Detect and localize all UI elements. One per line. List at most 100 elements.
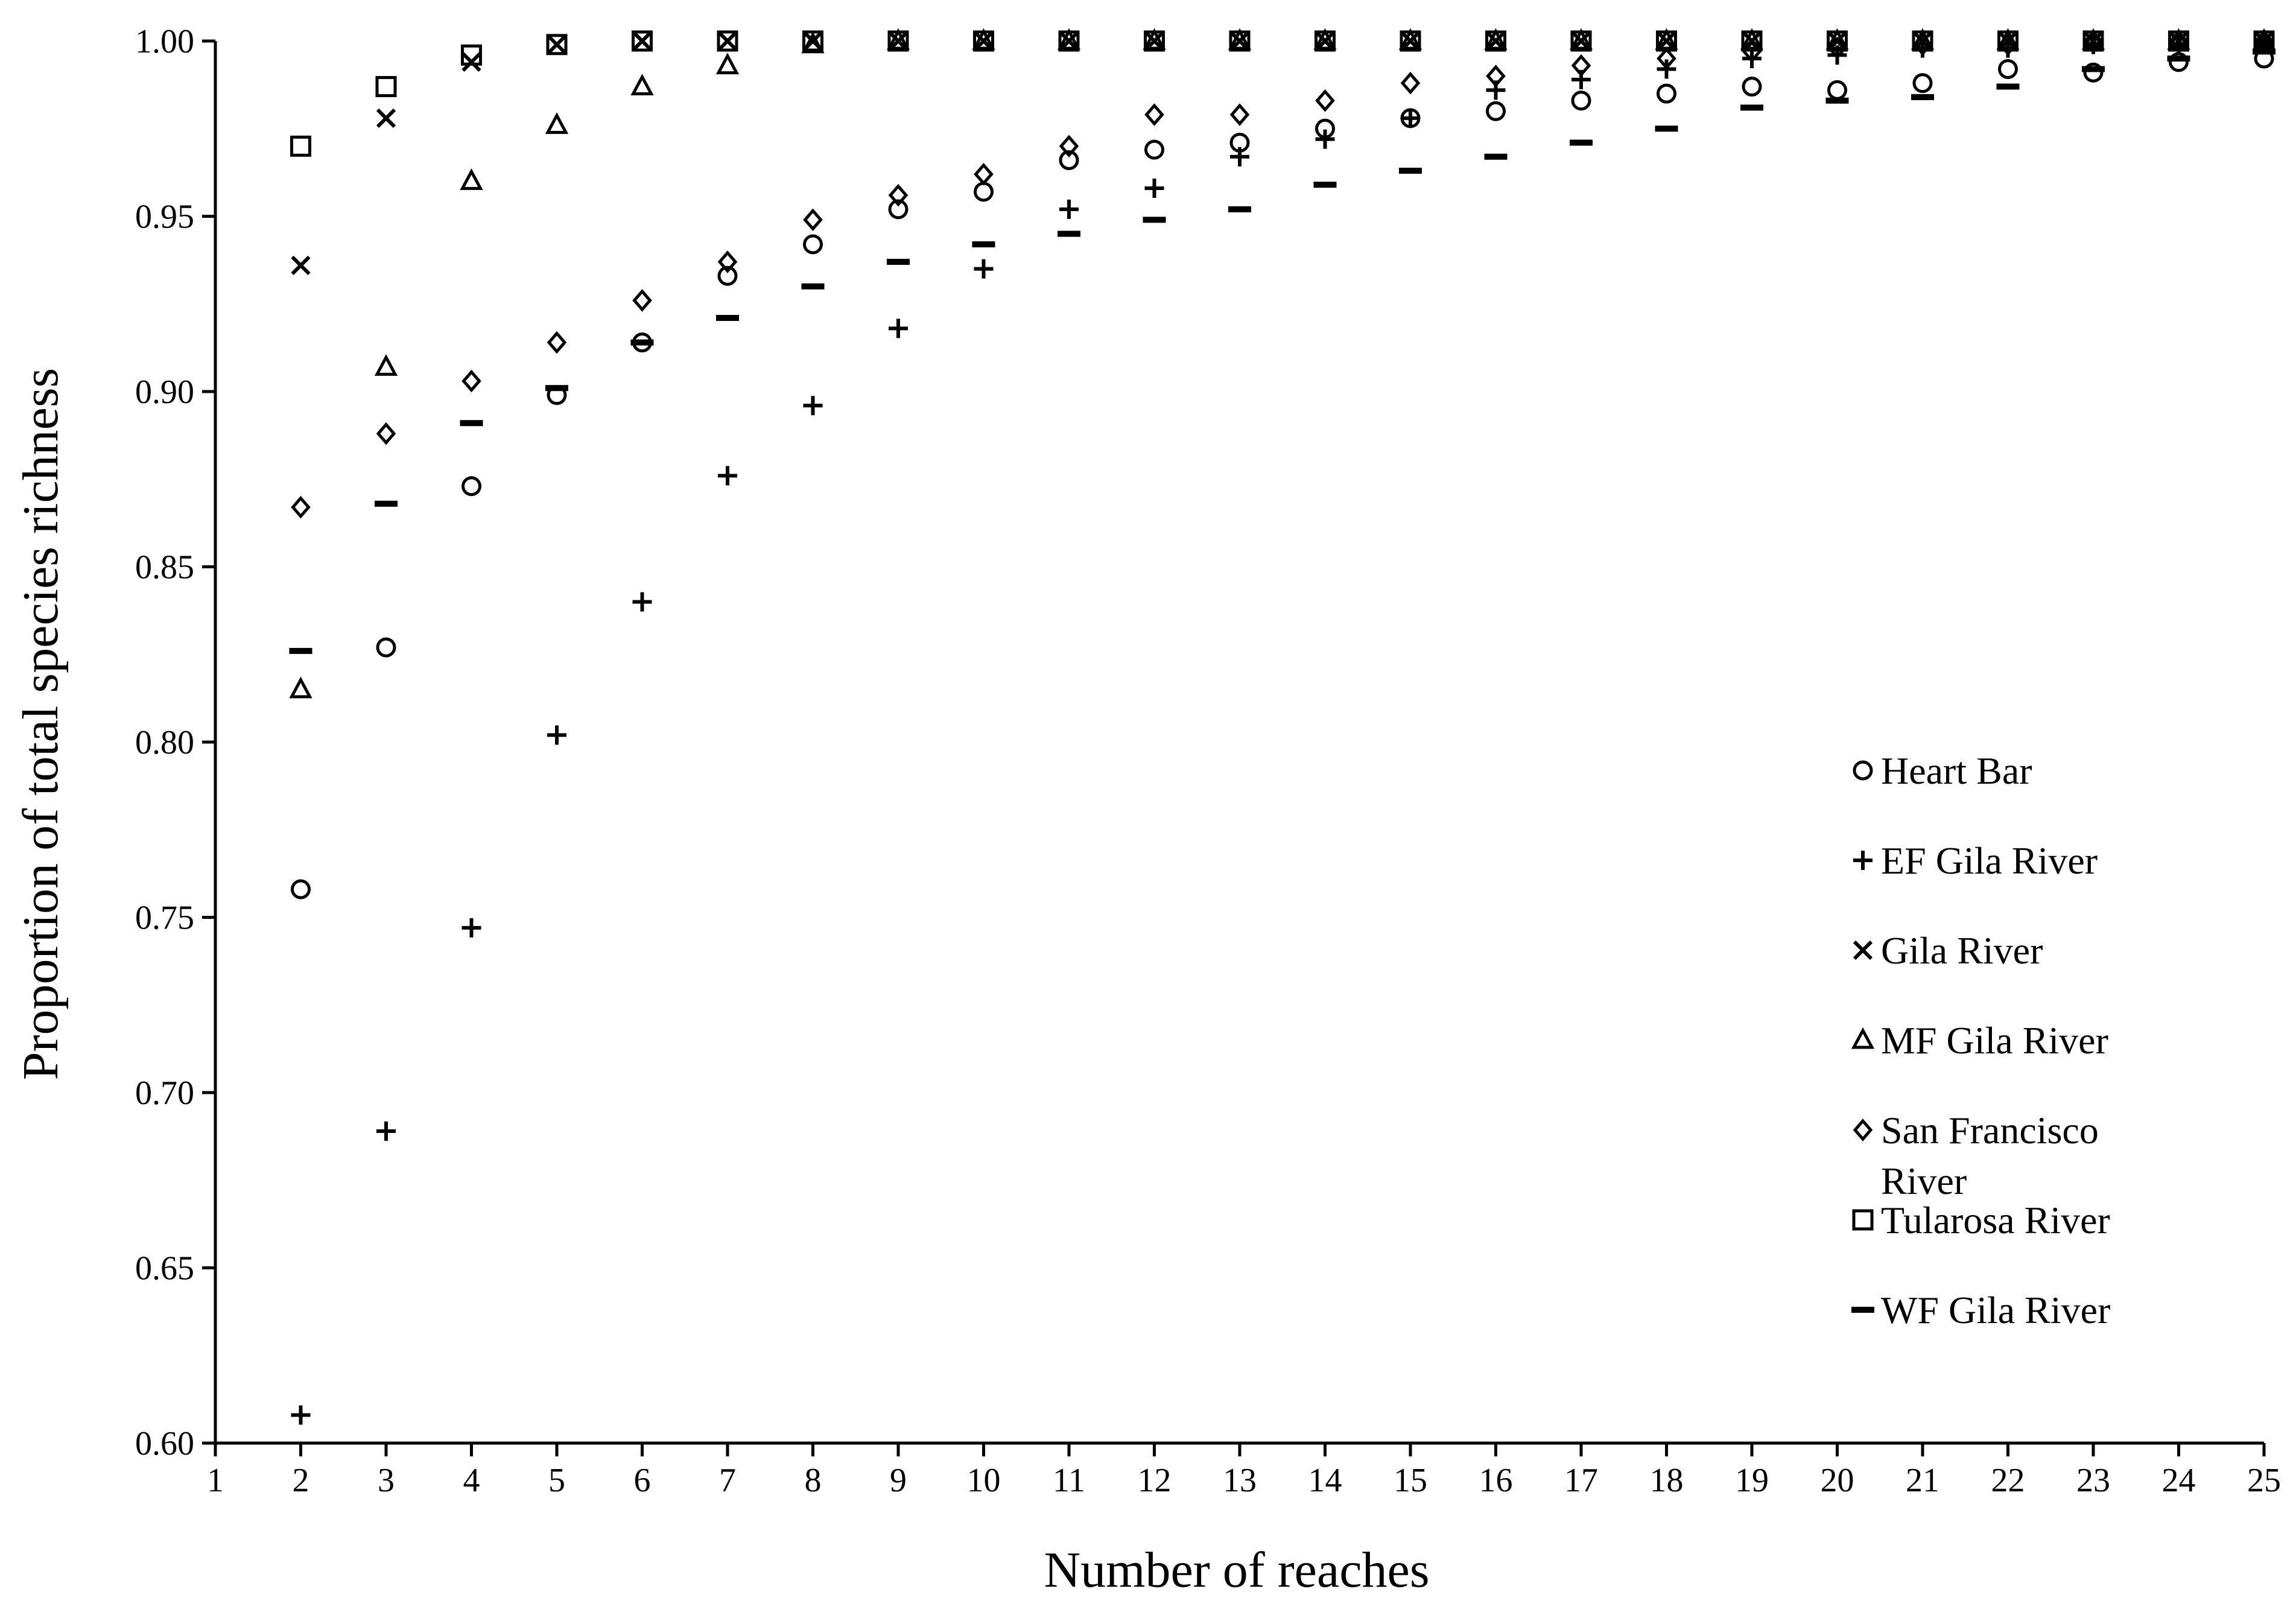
x-tick-label: 23 bbox=[2076, 1462, 2110, 1499]
data-point-circle bbox=[376, 637, 396, 658]
data-point-x bbox=[632, 31, 652, 51]
data-point-dash bbox=[1655, 125, 1678, 132]
legend-marker-dash bbox=[1851, 1307, 1874, 1313]
data-point-x bbox=[1229, 31, 1250, 51]
series-tularosa-river bbox=[290, 30, 2275, 157]
data-point-x bbox=[2169, 31, 2189, 51]
legend-marker-circle bbox=[1853, 760, 1873, 781]
data-point-square bbox=[546, 34, 568, 56]
data-point-triangle bbox=[289, 676, 312, 699]
data-point-circle bbox=[1657, 83, 1676, 104]
data-point-triangle bbox=[886, 28, 910, 50]
series-gila-river bbox=[291, 31, 2274, 275]
x-tick-label: 10 bbox=[967, 1462, 1001, 1499]
data-point-square bbox=[2168, 30, 2189, 52]
x-tick-label: 20 bbox=[1821, 1462, 1854, 1499]
x-tick-label: 4 bbox=[463, 1462, 480, 1499]
data-point-dash bbox=[1058, 230, 1080, 237]
data-point-x bbox=[291, 255, 311, 275]
data-point-square bbox=[1912, 30, 1933, 52]
data-point-square bbox=[1656, 30, 1677, 52]
x-axis-title: Number of reaches bbox=[1044, 1542, 1429, 1598]
legend-item: EF Gila River bbox=[1853, 839, 2098, 882]
data-point-plus bbox=[1401, 108, 1420, 128]
data-point-dash bbox=[289, 647, 312, 654]
x-tick-label: 2 bbox=[293, 1462, 309, 1499]
x-tick-label: 8 bbox=[805, 1462, 822, 1499]
legend-item: Tularosa River bbox=[1852, 1199, 2110, 1242]
data-point-x bbox=[1315, 31, 1335, 51]
x-tick-label: 7 bbox=[719, 1462, 736, 1499]
legend: Heart Bar EF Gila River Gila River MF Gila … bbox=[1851, 749, 2110, 1331]
data-point-diamond bbox=[974, 162, 994, 186]
legend-item: San Francisco River bbox=[1853, 1109, 2099, 1202]
data-point-x bbox=[1144, 31, 1164, 51]
legend-label: MF Gila River bbox=[1881, 1019, 2108, 1062]
legend-label: EF Gila River bbox=[1881, 839, 2098, 882]
data-point-triangle bbox=[1143, 28, 1166, 50]
data-point-square bbox=[1400, 30, 1421, 52]
axes bbox=[202, 39, 2266, 1456]
data-point-x bbox=[2083, 31, 2104, 51]
data-point-x bbox=[376, 108, 396, 128]
data-point-x bbox=[974, 31, 994, 51]
data-point-triangle bbox=[460, 168, 483, 190]
data-point-dash bbox=[1484, 153, 1508, 160]
data-point-plus bbox=[1230, 147, 1249, 167]
data-point-triangle bbox=[715, 52, 740, 75]
data-point-x bbox=[1657, 31, 1676, 51]
legend-label: Gila River bbox=[1881, 929, 2043, 972]
data-point-x bbox=[1400, 31, 1421, 51]
data-point-square bbox=[1144, 30, 1165, 52]
data-point-x bbox=[888, 31, 909, 51]
data-point-circle bbox=[717, 265, 738, 286]
data-point-square bbox=[2082, 30, 2104, 52]
data-point-circle bbox=[1571, 90, 1591, 111]
data-point-square bbox=[1741, 30, 1763, 52]
data-point-triangle bbox=[1057, 28, 1081, 50]
data-point-dash bbox=[1228, 206, 1251, 212]
data-point-dash bbox=[460, 420, 483, 427]
data-point-plus bbox=[547, 725, 566, 745]
data-point-triangle bbox=[1398, 28, 1422, 50]
data-point-square bbox=[461, 44, 482, 66]
data-point-x bbox=[547, 34, 567, 54]
data-point-square bbox=[1997, 30, 2019, 52]
data-point-diamond bbox=[1486, 65, 1506, 87]
data-point-dash bbox=[1570, 139, 1593, 146]
x-tick-label: 3 bbox=[378, 1462, 395, 1499]
y-tick-label: 0.80 bbox=[135, 724, 194, 761]
x-tick-label: 17 bbox=[1564, 1462, 1598, 1499]
y-tick-label: 0.65 bbox=[135, 1250, 194, 1287]
data-point-triangle bbox=[374, 354, 398, 376]
data-point-diamond bbox=[547, 331, 567, 354]
legend-label: Tularosa River bbox=[1881, 1199, 2110, 1242]
data-point-dash bbox=[2167, 56, 2190, 62]
data-point-circle bbox=[1912, 73, 1933, 94]
data-point-plus bbox=[1059, 199, 1079, 219]
x-tick-label: 11 bbox=[1053, 1462, 1085, 1499]
series-wf-gila-river bbox=[289, 48, 2275, 654]
data-point-x bbox=[1571, 31, 1591, 51]
x-tick-label: 1 bbox=[207, 1462, 224, 1499]
legend-label: San Francisco bbox=[1881, 1109, 2099, 1152]
y-axis-title: Proportion of total species richness bbox=[13, 368, 69, 1080]
y-tick-label: 0.60 bbox=[135, 1425, 194, 1462]
x-tick-label: 22 bbox=[1991, 1462, 2025, 1499]
x-tick-label: 6 bbox=[634, 1462, 651, 1499]
data-point-dash bbox=[2082, 66, 2105, 72]
data-point-x bbox=[717, 31, 738, 51]
x-tick-label: 13 bbox=[1223, 1462, 1257, 1499]
data-point-dash bbox=[887, 259, 910, 265]
data-point-circle bbox=[888, 199, 909, 220]
data-point-plus bbox=[974, 259, 994, 279]
data-point-plus bbox=[291, 1405, 311, 1425]
data-point-circle bbox=[1827, 80, 1847, 100]
data-point-diamond bbox=[1827, 36, 1847, 60]
data-point-square bbox=[632, 30, 653, 52]
data-point-diamond bbox=[1144, 103, 1164, 126]
data-point-square bbox=[802, 30, 823, 52]
x-tick-label: 25 bbox=[2247, 1462, 2281, 1499]
data-point-plus bbox=[889, 319, 908, 338]
